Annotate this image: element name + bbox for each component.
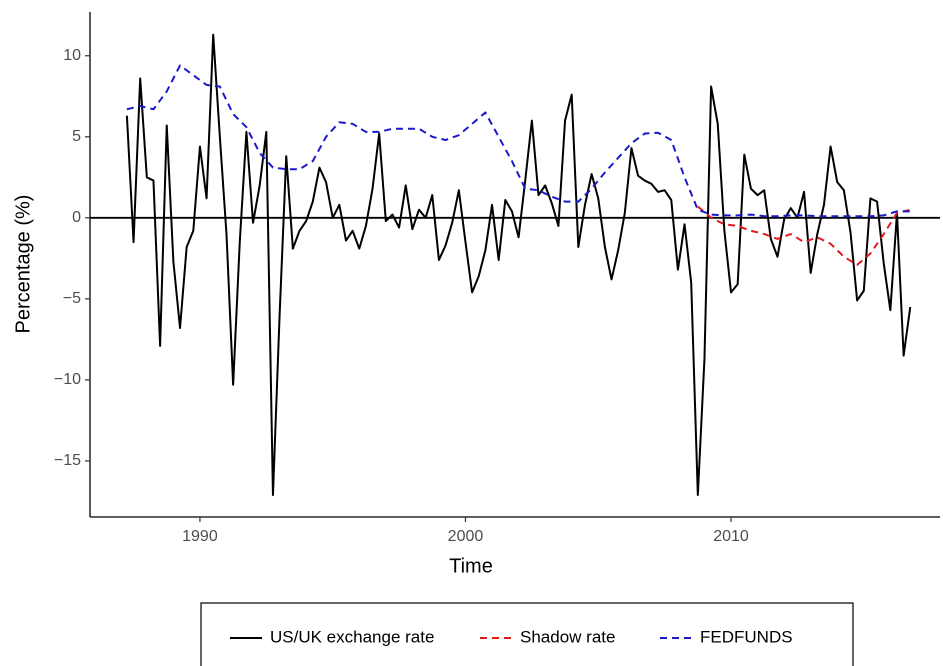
y-axis-title: Percentage (%) [12,195,34,334]
legend-label: US/UK exchange rate [270,627,434,646]
x-tick-label: 2010 [713,528,749,545]
series-line [697,205,911,266]
y-tick-label: −15 [54,452,81,469]
series-line [125,33,912,496]
y-tick-label: 10 [63,47,81,64]
legend-label: FEDFUNDS [700,627,793,646]
y-tick-label: 0 [72,209,81,226]
y-tick-label: 5 [72,128,81,145]
x-tick-label: 1990 [182,528,218,545]
x-axis-title: Time [449,555,493,577]
legend-label: Shadow rate [520,627,615,646]
legend-box [200,602,854,666]
y-tick-label: −10 [54,371,81,388]
x-tick-label: 2000 [448,528,484,545]
series-line [126,64,911,218]
y-tick-label: −5 [63,290,81,307]
